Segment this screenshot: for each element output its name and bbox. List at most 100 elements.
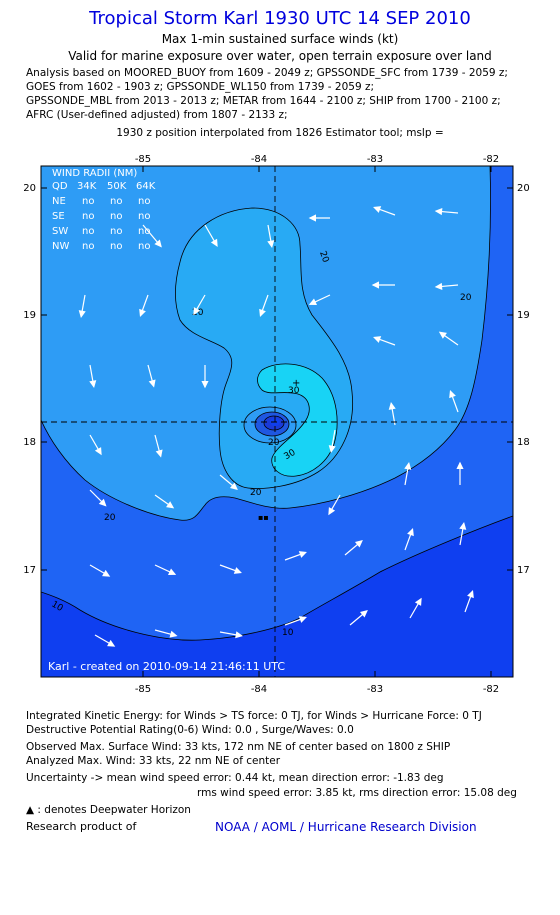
wind-arrow-head xyxy=(167,568,177,575)
lat-label-left: 20 xyxy=(23,183,36,194)
wind-arrow-head xyxy=(354,539,363,548)
analysis-line-2: GOES from 1602 - 1903 z; GPSSONDE_WL150 … xyxy=(26,81,375,93)
wind-arrow-head xyxy=(456,461,464,470)
analysis-line-1: Analysis based on MOORED_BUOY from 1609 … xyxy=(26,67,508,79)
wind-arrow-head xyxy=(235,631,244,639)
map-credit: Karl - created on 2010-09-14 21:46:11 UT… xyxy=(48,660,285,673)
axis-labels: -85 -84 -83 -82 -85 -84 -83 -82 20 19 18… xyxy=(23,154,529,695)
wind-arrow-head xyxy=(169,630,178,638)
wind-arrow-head xyxy=(404,461,412,470)
contour-label: 20 xyxy=(250,488,262,498)
wind-radii-row-ne-64k: no xyxy=(138,196,150,207)
wind-arrow-head xyxy=(328,445,336,454)
contour-lines xyxy=(41,166,513,641)
lon-label-top: -82 xyxy=(483,154,499,165)
wind-arrow-head xyxy=(373,206,382,213)
observed-max-line: Observed Max. Surface Wind: 33 kts, 172 … xyxy=(26,741,451,753)
wind-arrow-head xyxy=(98,498,107,507)
uncertainty-line-2: rms wind speed error: 3.85 kt, rms direc… xyxy=(197,787,517,799)
center-crosshair xyxy=(41,166,513,677)
wind-radii-row-sw-64k: no xyxy=(138,226,150,237)
analysis-line-4: AFRC (User-defined adjusted) from 1807 -… xyxy=(26,109,288,121)
wind-radii-header-50k: 50K xyxy=(107,181,127,192)
lat-label-right: 19 xyxy=(517,310,530,321)
wind-arrow-head xyxy=(154,239,162,248)
analyzed-max-line: Analyzed Max. Wind: 33 kts, 22 nm NE of … xyxy=(26,755,281,767)
wind-radii-row-ne-34k: no xyxy=(82,196,94,207)
contour-label: 20 xyxy=(192,308,204,318)
lon-label-bottom: -83 xyxy=(367,684,383,695)
wind-arrow-head xyxy=(148,379,156,388)
wind-radii-row-nw-64k: no xyxy=(138,241,150,252)
wind-arrow-head xyxy=(155,449,163,458)
wind-arrow-head xyxy=(233,567,242,574)
wind-radii-header-64k: 64K xyxy=(136,181,156,192)
contour-label: 20 xyxy=(460,293,472,303)
wind-radii-row-ne-50k: no xyxy=(110,196,122,207)
wind-arrow-head xyxy=(438,331,447,339)
wind-arrow-head xyxy=(298,551,307,558)
wind-radii-row-se-50k: no xyxy=(110,211,122,222)
wind-arrow-head xyxy=(434,208,443,216)
wind-arrow-head xyxy=(210,238,218,247)
contour-label: 30 xyxy=(288,386,300,396)
lon-label-bottom: -85 xyxy=(135,684,151,695)
lat-label-right: 20 xyxy=(517,183,530,194)
wind-radii-row-sw-qd: SW xyxy=(52,226,68,237)
max-wind-marker: + xyxy=(292,378,300,389)
lat-label-left: 18 xyxy=(23,437,36,448)
dpr-line: Destructive Potential Rating(0-6) Wind: … xyxy=(26,724,354,736)
wind-arrow-head xyxy=(259,308,266,317)
page-title: Tropical Storm Karl 1930 UTC 14 SEP 2010 xyxy=(89,8,471,29)
analysis-line-3: GPSSONDE_MBL from 2013 - 2013 z; METAR f… xyxy=(26,95,501,107)
oil-rig-icon: ▲ xyxy=(26,804,35,816)
wind-radii-header-qd: QD xyxy=(52,181,68,192)
contour-label: 20 xyxy=(317,250,330,264)
noaa-aoml-link[interactable]: NOAA / AOML / Hurricane Research Divisio… xyxy=(215,820,477,834)
wind-arrow-head xyxy=(373,336,382,343)
band-20-30 xyxy=(41,166,491,521)
wind-radii-row-ne-qd: NE xyxy=(52,196,66,207)
wind-radii-row-sw-34k: no xyxy=(82,226,94,237)
contour-label: 20 xyxy=(268,438,280,448)
wind-arrow-head xyxy=(94,447,102,456)
lat-label-left: 19 xyxy=(23,310,36,321)
contour-label: 10 xyxy=(282,628,294,638)
subtitle-exposure: Valid for marine exposure over water, op… xyxy=(68,49,492,63)
wind-radii-row-se-34k: no xyxy=(82,211,94,222)
wind-arrow-head xyxy=(371,281,380,289)
wind-arrow-head xyxy=(407,528,414,537)
wind-radii-row-nw-50k: no xyxy=(110,241,122,252)
lat-label-left: 17 xyxy=(23,565,36,576)
subtitle-wind-type: Max 1-min sustained surface winds (kt) xyxy=(161,32,399,46)
lon-label-bottom: -84 xyxy=(251,684,267,695)
lon-label-top: -84 xyxy=(251,154,267,165)
research-product-label: Research product of xyxy=(26,820,137,833)
contour-label: 20 xyxy=(104,513,116,523)
wind-radii-table: WIND RADII (NM) QD 34K 50K 64K NE no no … xyxy=(52,168,156,252)
plot-frame xyxy=(40,165,514,678)
wind-arrow-head xyxy=(467,590,474,599)
wind-arrow-head xyxy=(359,609,368,618)
wind-arrow-head xyxy=(139,308,146,317)
wind-arrow-head xyxy=(107,639,116,647)
wind-arrow-head xyxy=(267,240,275,249)
deepwater-horizon-text: : denotes Deepwater Horizon xyxy=(37,804,191,816)
wind-arrow-head xyxy=(89,380,97,389)
wind-arrow-head xyxy=(78,310,86,319)
wind-radii-row-nw-34k: no xyxy=(82,241,94,252)
ike-line: Integrated Kinetic Energy: for Winds > T… xyxy=(26,710,482,722)
wind-arrow-head xyxy=(308,298,318,305)
wind-arrow-head xyxy=(414,597,422,606)
wind-radii-header-34k: 34K xyxy=(77,181,97,192)
wind-radii-row-nw-qd: NW xyxy=(52,241,69,252)
wind-arrow-head xyxy=(102,569,111,577)
uncertainty-line-1: Uncertainty -> mean wind speed error: 0.… xyxy=(26,772,444,784)
axis-ticks xyxy=(41,166,513,677)
wind-arrow-head xyxy=(166,501,175,509)
wind-arrow-head xyxy=(193,307,201,316)
lat-label-right: 18 xyxy=(517,437,530,448)
deepwater-horizon-marker: ▪▪ xyxy=(258,513,269,522)
band-30-plus xyxy=(257,363,338,477)
